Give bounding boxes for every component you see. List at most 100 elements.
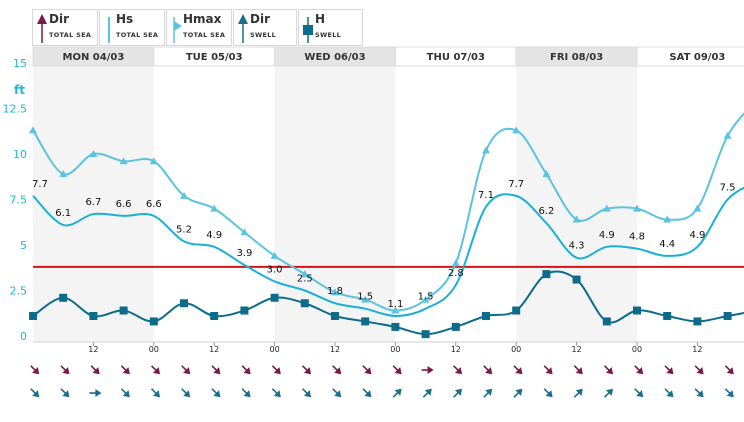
line-icon [108,17,110,43]
legend-hs-total-sea[interactable]: Hs TOTAL SEA [99,9,165,46]
swell-dir-arrow [422,388,432,398]
hs-value-label: 1.5 [357,292,373,303]
arrow-head [334,367,342,375]
swell-point [180,299,188,308]
hmax-point [89,150,98,157]
day-header-cell [636,46,744,67]
legend-dir-swell[interactable]: Dir SWELL [233,9,297,46]
arrow-head [213,390,221,398]
day-band [395,66,517,342]
swell-point [149,317,158,326]
day-label: FRI 08/03 [550,52,603,63]
arrow-head [545,390,553,398]
swell-point [119,306,128,315]
hmax-point [512,126,521,134]
arrow-head [303,367,312,375]
legend-h-swell[interactable]: H SWELL [298,9,363,46]
hs-value-label: 1.8 [327,286,343,297]
day-bands [33,66,744,343]
arrow-head [95,389,102,397]
total-sea-dir-arrow [120,365,130,375]
arrow-head [424,388,432,396]
y-tick-label: 2.5 [10,285,28,298]
swell-dir-arrow [271,388,281,398]
hs-value-label: 3.0 [267,264,283,275]
swell-dir-arrow [573,388,583,398]
hmax-point [180,191,188,199]
x-axis-hours: 120012001200120012001200 [88,342,702,354]
hs-value-label: 4.8 [629,232,645,243]
y-unit-label: ft [14,83,25,97]
hs-value-label: 6.7 [85,197,101,208]
swell-dir-arrow [452,388,463,398]
legend-hmax-total-sea[interactable]: Hmax TOTAL SEA [166,9,232,46]
hmax-point [210,204,219,212]
swell-point [451,322,460,331]
arrow-head [152,390,161,398]
swell-point [542,270,551,279]
day-band [33,66,154,342]
arrow-head [32,390,40,398]
total-sea-dir-arrow [301,365,312,375]
swell-dir-arrow [634,388,644,398]
swell-point [300,299,309,308]
y-tick-label: 15 [13,57,27,70]
hs-value-label: 2.8 [448,268,464,279]
swell-point [512,306,521,315]
hmax-point [572,215,581,223]
hs-value-label: 7.1 [478,190,494,201]
legend-sub: TOTAL SEA [49,31,92,39]
y-tick-label: 0 [20,330,27,343]
day-header: MON 04/03 TUE 05/03 WED 06/03 THU 07/03 FRI … [32,46,744,67]
total-sea-dir-arrow [694,365,704,375]
arrow-head [364,390,372,398]
hs-value-label: 2.5 [297,274,313,285]
legend-sub: SWELL [315,31,342,39]
y-tick-label: 7.5 [10,194,28,207]
swell-point [240,306,249,315]
arrow-head [666,367,674,375]
hmax-point [602,204,611,212]
arrow-head [32,367,40,375]
arrow-head [575,367,583,375]
arrow-head [243,390,251,398]
hs-value-label: 4.4 [659,239,675,250]
total-sea-dir-arrow [573,365,583,375]
arrow-head [636,390,644,398]
swell-direction-row [30,388,734,398]
total-sea-dir-arrow [603,365,614,375]
day-band [153,66,275,342]
hour-label: 12 [451,345,461,354]
arrow-head [515,388,523,396]
arrow-head [152,367,161,375]
hs-value-label: 6.1 [55,208,71,219]
arrow-head [62,367,70,375]
arrow-head [666,390,674,398]
arrow-head [334,390,342,398]
hmax-point [270,251,279,259]
swell-point [331,311,339,320]
legend-sub: TOTAL SEA [116,31,159,39]
total-sea-dir-arrow [664,365,674,375]
legend-dir-total-sea[interactable]: Dir TOTAL SEA [32,9,98,46]
y-axis: 0 2.5 5 7.5 10 12.5 15 ft [3,57,28,343]
swell-point [482,311,490,320]
hmax-point [300,270,309,278]
hmax-point [331,288,339,296]
total-sea-dir-arrow [421,366,434,374]
total-sea-dir-arrow [211,365,221,375]
swell-point [29,311,37,320]
legend-title: Hmax [183,12,222,26]
arrow-head [122,390,130,398]
arrow-head [636,367,644,375]
hour-label: 12 [209,345,219,354]
swell-dir-arrow [60,388,70,398]
arrow-head [605,367,614,375]
arrow-head [427,366,434,374]
swell-dir-arrow [89,389,102,397]
series-markers [29,126,732,339]
y-tick-label: 5 [20,239,27,252]
hs-value-label: 7.7 [32,179,48,190]
swell-dir-arrow [362,388,372,398]
total-sea-dir-arrow [483,365,493,375]
